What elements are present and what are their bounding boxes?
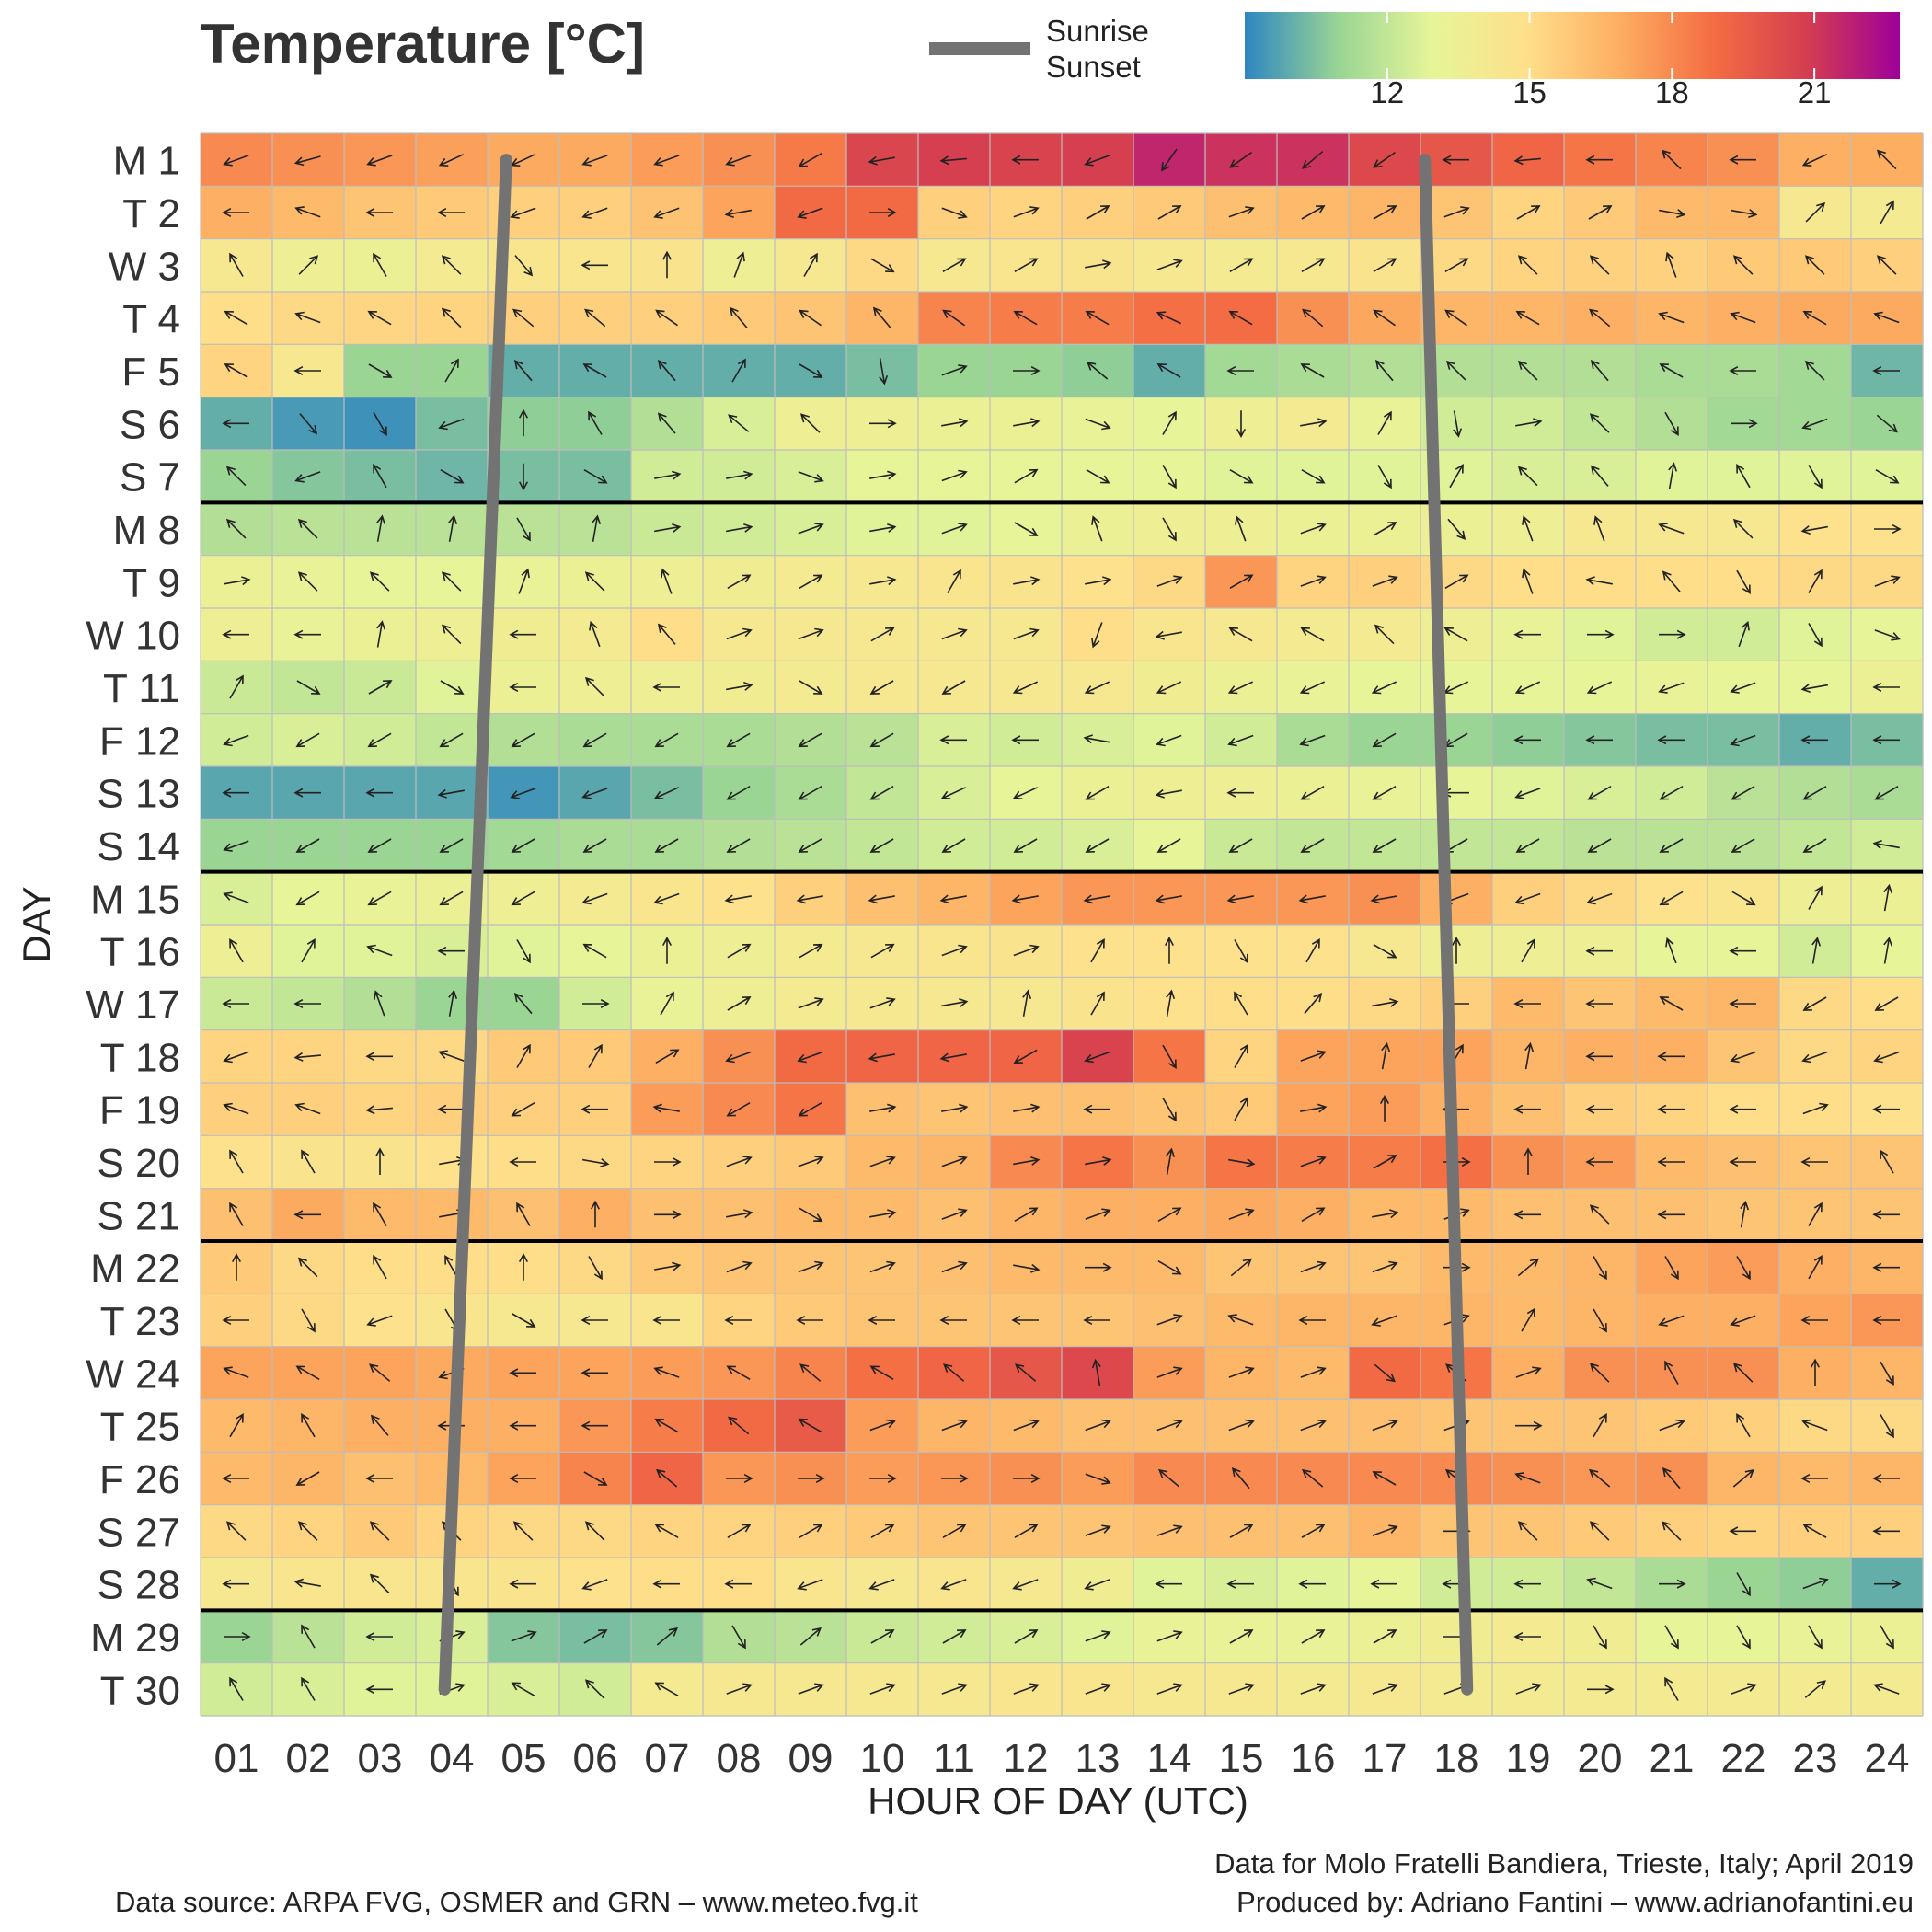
x-axis-title: HOUR OF DAY (UTC) bbox=[868, 1779, 1248, 1823]
legend-label-sunrise: Sunrise bbox=[1046, 14, 1149, 48]
footer-location: Data for Molo Fratelli Bandiera, Trieste… bbox=[1214, 1847, 1914, 1880]
day-label: T 9 bbox=[122, 560, 180, 605]
legend-label-sunset: Sunset bbox=[1046, 50, 1141, 84]
day-label: T 4 bbox=[122, 297, 180, 342]
hour-label: 11 bbox=[933, 1736, 975, 1781]
day-label: T 23 bbox=[100, 1299, 180, 1344]
hour-label: 24 bbox=[1865, 1736, 1910, 1781]
hour-label: 23 bbox=[1793, 1736, 1838, 1781]
hour-label: 03 bbox=[358, 1736, 403, 1781]
hour-label: 06 bbox=[573, 1736, 618, 1781]
hour-label: 14 bbox=[1147, 1736, 1192, 1781]
colorbar bbox=[1245, 12, 1900, 79]
hour-label: 13 bbox=[1075, 1736, 1121, 1781]
day-label: W 10 bbox=[86, 614, 180, 659]
hour-label: 01 bbox=[214, 1736, 259, 1781]
day-labels: M 1 T 2 W 3 T 4 F 5 S 6 S 7 M 8 T 9 W 10 T 11 F 12 S… bbox=[86, 139, 180, 1714]
day-label: W 3 bbox=[109, 244, 180, 289]
day-label: M 22 bbox=[90, 1247, 180, 1292]
day-label: T 16 bbox=[100, 930, 180, 975]
hour-label: 07 bbox=[645, 1736, 690, 1781]
chart-title: Temperature [°C] bbox=[201, 13, 645, 75]
hour-labels: 01 02 03 04 05 06 07 08 09 10 11 12 13 14 15 16 17 18 19 20… bbox=[214, 1736, 1910, 1781]
day-label: M 8 bbox=[113, 508, 180, 553]
hour-label: 02 bbox=[286, 1736, 331, 1781]
day-label: T 18 bbox=[100, 1035, 180, 1080]
footer-source: Data source: ARPA FVG, OSMER and GRN – w… bbox=[115, 1886, 918, 1918]
hour-label: 22 bbox=[1721, 1736, 1766, 1781]
colorbar-tick-label: 12 bbox=[1370, 75, 1404, 109]
day-label: M 15 bbox=[90, 877, 180, 922]
footer-credits: Produced by: Adriano Fantini – www.adria… bbox=[1236, 1886, 1914, 1918]
day-label: S 7 bbox=[120, 455, 180, 500]
day-label: F 5 bbox=[121, 350, 180, 395]
day-label: S 6 bbox=[120, 402, 180, 447]
day-label: T 2 bbox=[122, 191, 180, 236]
hour-label: 18 bbox=[1434, 1736, 1479, 1781]
hour-label: 16 bbox=[1291, 1736, 1336, 1781]
hour-label: 04 bbox=[430, 1736, 475, 1781]
colorbar-tick-label: 21 bbox=[1798, 75, 1832, 109]
day-label: S 28 bbox=[97, 1563, 180, 1608]
colorbar-tick-label: 15 bbox=[1512, 75, 1547, 109]
day-label: T 30 bbox=[100, 1668, 180, 1713]
hour-label: 10 bbox=[860, 1736, 905, 1781]
day-label: S 21 bbox=[97, 1193, 180, 1238]
day-label: W 24 bbox=[86, 1351, 180, 1397]
day-label: S 20 bbox=[97, 1141, 180, 1186]
hour-label: 17 bbox=[1363, 1736, 1408, 1781]
day-label: M 1 bbox=[113, 139, 180, 184]
day-label: F 12 bbox=[99, 719, 180, 764]
day-label: F 19 bbox=[99, 1088, 180, 1133]
hour-label: 12 bbox=[1004, 1736, 1049, 1781]
hour-label: 09 bbox=[788, 1736, 834, 1781]
hour-label: 05 bbox=[501, 1736, 546, 1781]
hour-label: 15 bbox=[1219, 1736, 1264, 1781]
y-axis-title: DAY bbox=[15, 886, 58, 962]
day-label: T 25 bbox=[100, 1405, 180, 1450]
hour-label: 19 bbox=[1506, 1736, 1551, 1781]
day-label: S 14 bbox=[97, 824, 180, 869]
day-label: W 17 bbox=[86, 983, 180, 1028]
colorbar-tick-label: 18 bbox=[1655, 75, 1689, 109]
day-label: S 13 bbox=[97, 772, 180, 817]
day-label: S 27 bbox=[97, 1510, 180, 1555]
day-label: T 11 bbox=[103, 666, 180, 711]
day-label: F 26 bbox=[99, 1457, 180, 1502]
hour-label: 21 bbox=[1650, 1736, 1695, 1781]
hour-label: 08 bbox=[717, 1736, 762, 1781]
day-label: M 29 bbox=[90, 1616, 180, 1661]
hour-label: 20 bbox=[1578, 1736, 1623, 1781]
